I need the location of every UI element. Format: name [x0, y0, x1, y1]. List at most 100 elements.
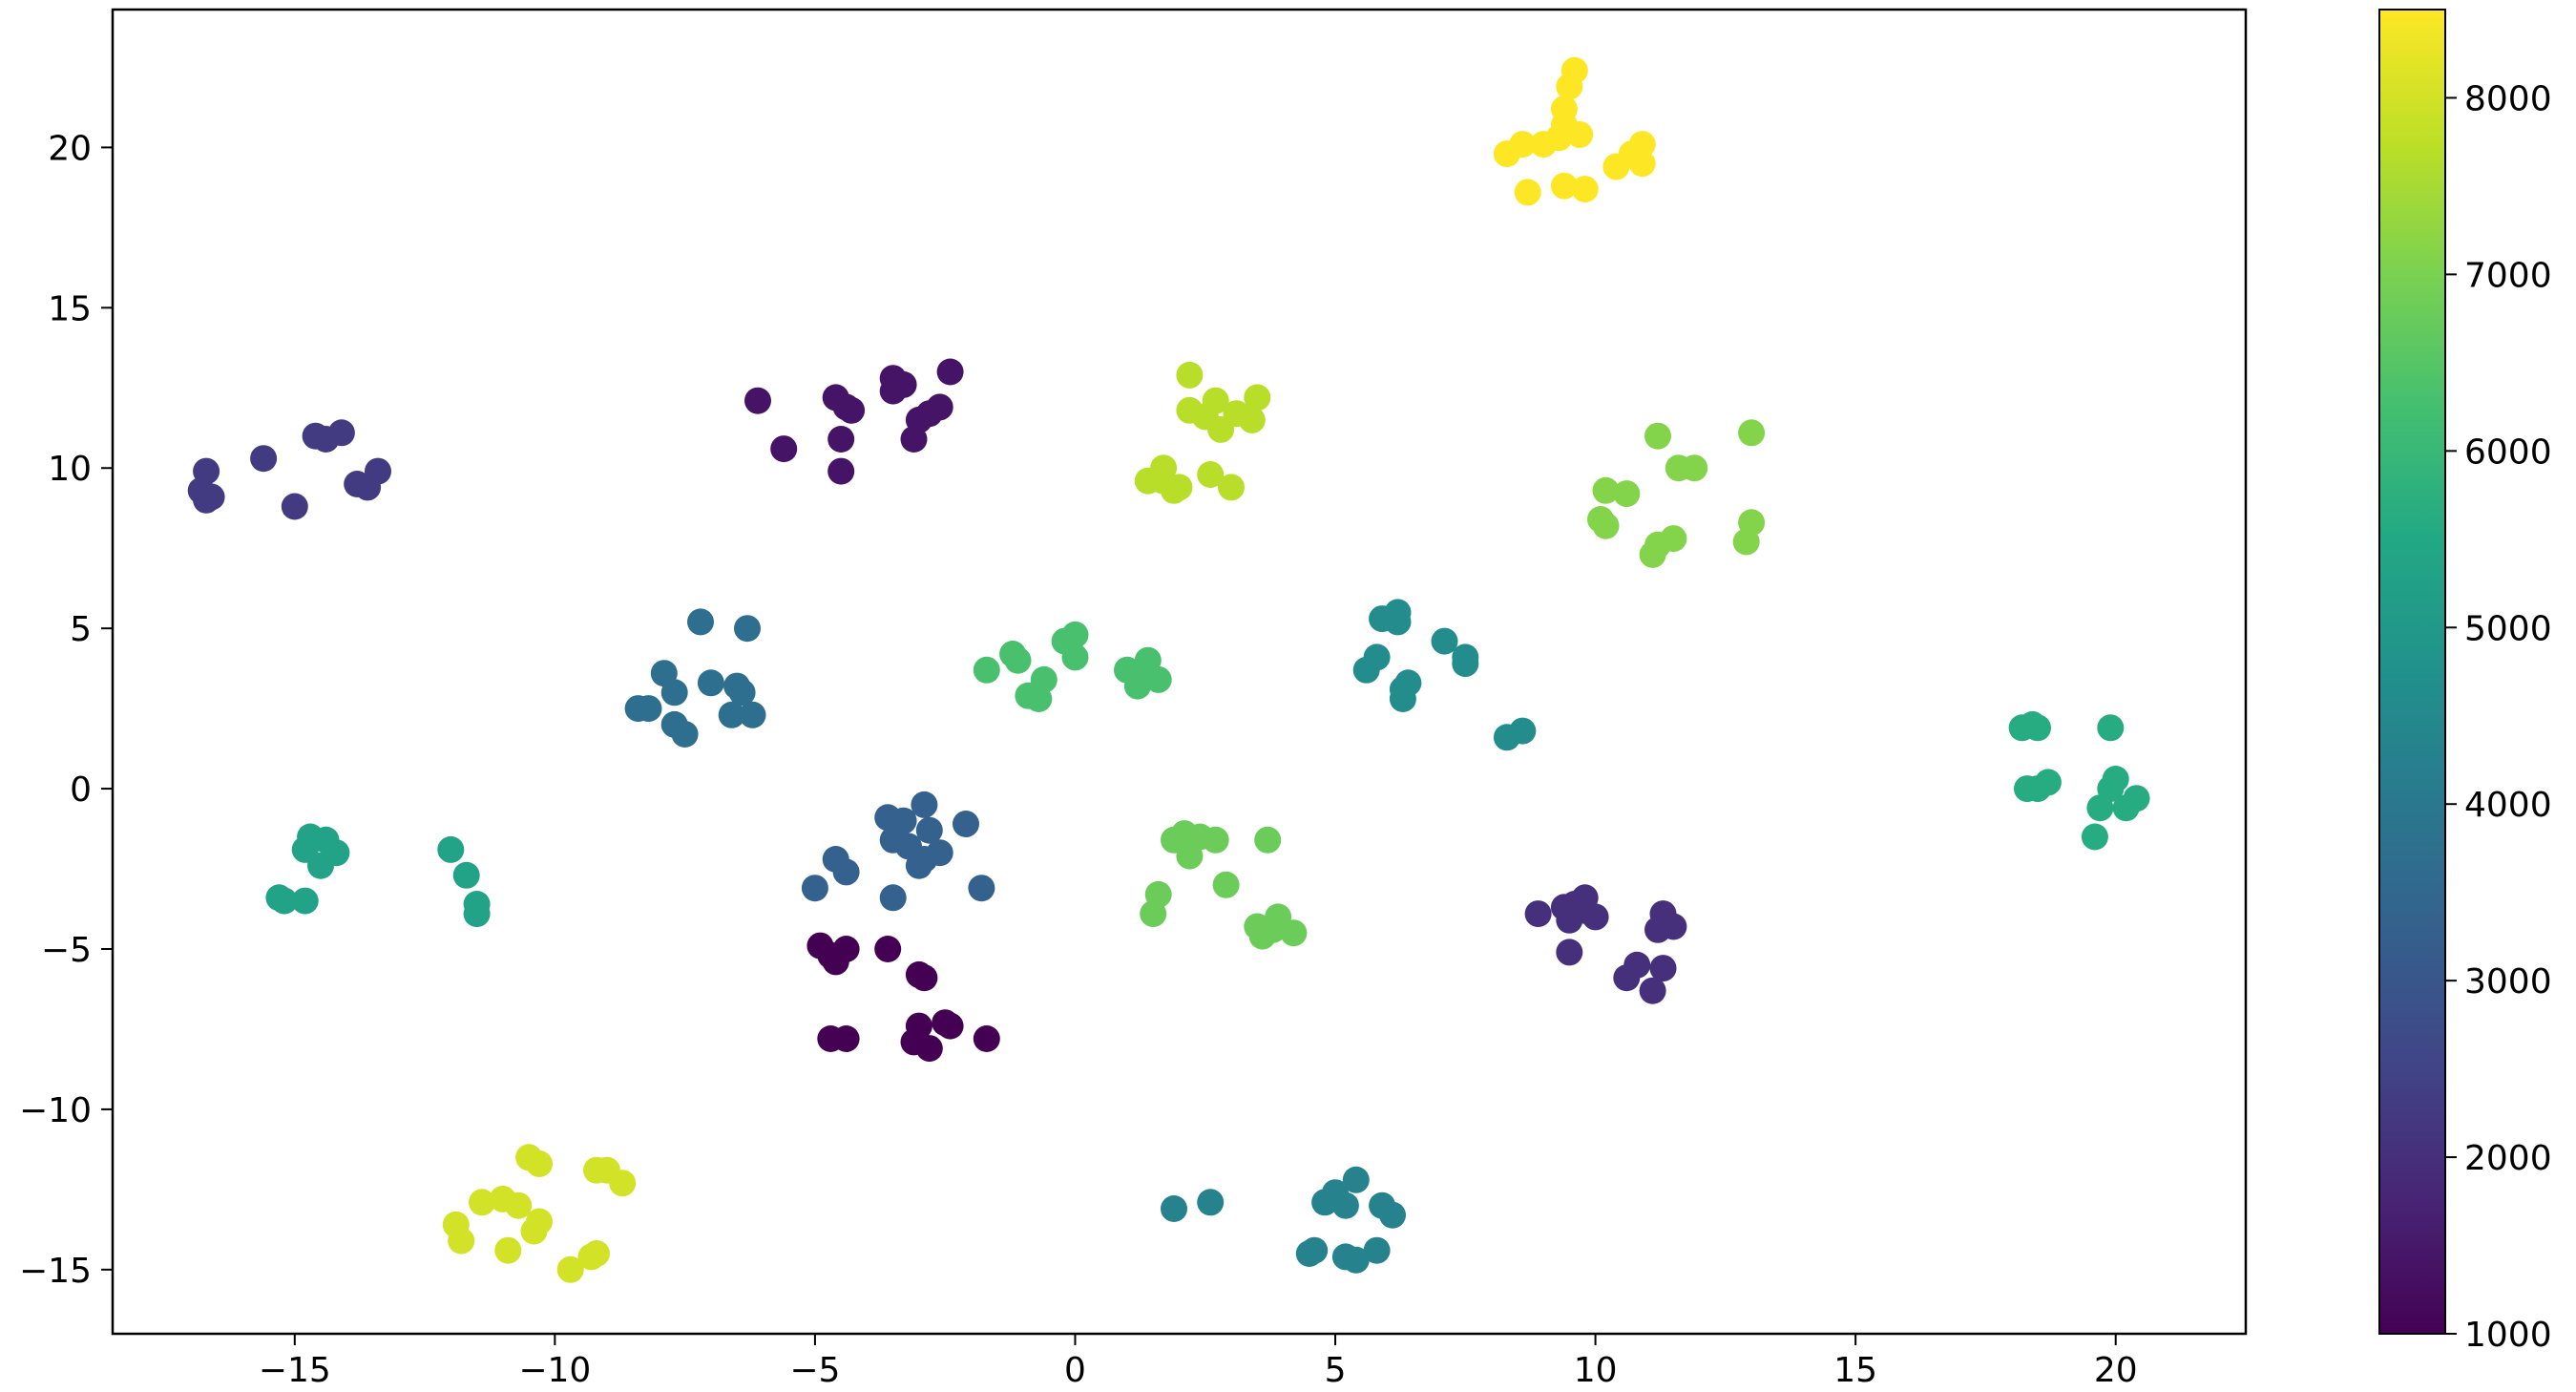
data-point [1649, 955, 1677, 982]
data-point [1431, 627, 1458, 655]
y-tick-label: −10 [19, 1091, 92, 1130]
data-point [1280, 919, 1308, 947]
colorbar-tick-label: 5000 [2464, 609, 2552, 648]
data-point [1244, 384, 1271, 411]
data-point [827, 426, 855, 453]
data-point [1123, 672, 1151, 700]
data-point [250, 445, 278, 473]
data-point [697, 669, 724, 697]
data-point [915, 816, 943, 844]
data-point [1732, 528, 1760, 556]
data-point [1389, 685, 1416, 712]
x-axis: −15 −10 −5 0 5 10 15 20 [259, 1334, 2138, 1390]
data-point [307, 852, 334, 879]
data-point [1639, 540, 1666, 568]
data-point [1352, 656, 1380, 684]
data-point [635, 695, 662, 723]
data-point [832, 1025, 860, 1052]
data-point [609, 1170, 637, 1197]
data-points [187, 56, 2150, 1283]
y-tick-label: 15 [48, 289, 92, 328]
data-point [879, 377, 907, 405]
colorbar-tick-label: 3000 [2464, 962, 2552, 1002]
x-tick-label: −5 [789, 1351, 840, 1390]
data-point [2097, 714, 2125, 742]
data-point [1581, 903, 1609, 931]
data-point [1379, 1201, 1406, 1229]
y-tick-label: 20 [48, 129, 92, 168]
data-point [365, 457, 391, 485]
data-point [526, 1150, 553, 1177]
data-point [1530, 131, 1558, 158]
data-point [1197, 461, 1225, 488]
colorbar-tick-label: 4000 [2464, 786, 2552, 825]
data-point [1342, 1166, 1370, 1193]
y-tick-label: −15 [19, 1252, 92, 1291]
data-point [1311, 1189, 1339, 1216]
data-point [1493, 140, 1520, 168]
x-tick-label: 0 [1064, 1351, 1086, 1390]
data-point [556, 1255, 584, 1283]
y-tick-label: 10 [48, 450, 92, 489]
y-tick-label: 5 [70, 610, 92, 649]
data-point [911, 964, 938, 992]
y-tick-label: −5 [41, 931, 92, 970]
data-point [463, 900, 491, 928]
data-point [915, 1035, 943, 1063]
data-point [1342, 1246, 1370, 1274]
colorbar-tick-label: 8000 [2464, 79, 2552, 118]
x-tick-label: 20 [2094, 1351, 2138, 1390]
x-tick-label: 15 [1833, 1351, 1877, 1390]
data-point [936, 1012, 964, 1040]
data-point [822, 948, 849, 976]
data-point [1248, 922, 1276, 950]
data-point [1384, 608, 1412, 636]
data-point [770, 435, 798, 463]
colorbar-tick-label: 6000 [2464, 432, 2552, 472]
data-point [1681, 454, 1708, 482]
x-tick-label: 10 [1574, 1351, 1618, 1390]
data-point [1524, 900, 1552, 928]
data-point [2086, 794, 2114, 822]
data-point [1212, 871, 1240, 898]
data-point [687, 608, 714, 636]
x-tick-label: 5 [1325, 1351, 1347, 1390]
data-point [452, 861, 480, 889]
data-point [1238, 406, 1266, 433]
data-point [2024, 714, 2051, 742]
data-point [801, 875, 828, 902]
data-point [827, 457, 855, 485]
data-point [437, 835, 465, 863]
data-point [1613, 964, 1641, 992]
data-point [953, 811, 979, 837]
data-point [1566, 121, 1594, 148]
data-point [671, 721, 699, 748]
data-point [1363, 1236, 1391, 1264]
data-point [2112, 794, 2140, 822]
x-tick-label: −15 [259, 1351, 331, 1390]
data-point [1644, 916, 1671, 943]
data-point [900, 426, 928, 453]
colorbar [2378, 9, 2446, 1335]
y-axis: −15 −10 −5 0 5 10 15 20 [19, 129, 113, 1291]
data-point [973, 1025, 1000, 1052]
data-point [936, 358, 964, 386]
data-point [291, 887, 319, 915]
x-tick-label: −10 [518, 1351, 591, 1390]
data-point [744, 387, 771, 414]
data-point [1550, 172, 1578, 200]
colorbar-tick-label: 1000 [2464, 1316, 2552, 1355]
colorbar-tick-label: 2000 [2464, 1139, 2552, 1178]
y-tick-label: 0 [70, 770, 92, 810]
data-point [728, 679, 756, 707]
data-point [1738, 419, 1766, 447]
data-point [660, 679, 688, 707]
data-point [1571, 176, 1599, 203]
colorbar-tick-label: 7000 [2464, 256, 2552, 295]
data-point [1176, 842, 1204, 870]
data-point [968, 875, 995, 902]
data-point [1644, 422, 1671, 450]
data-point [281, 493, 308, 520]
plot-frame [111, 8, 2248, 1336]
data-point [1295, 1240, 1323, 1267]
